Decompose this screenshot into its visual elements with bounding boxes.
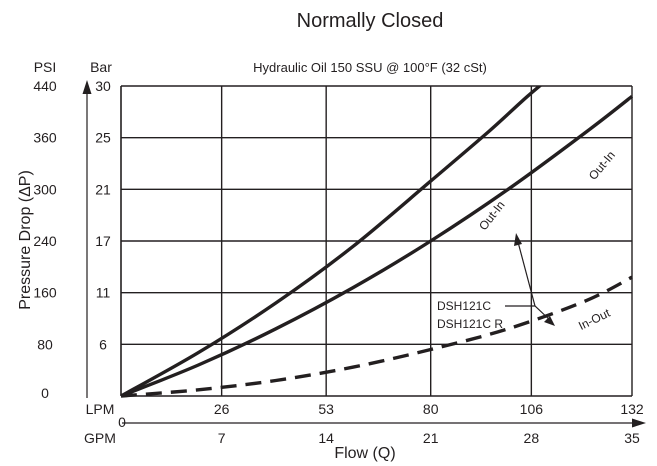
series-lines: [120, 86, 634, 398]
y-tick-psi-6: 440: [33, 78, 57, 94]
y-tick-bar-3: 17: [95, 233, 111, 249]
leader-to-solid-line: [517, 241, 536, 307]
y-unit-primary: PSI: [34, 59, 57, 75]
series-1-line: [120, 86, 543, 398]
y-unit-arrow-head: [82, 80, 92, 94]
x-tick-lpm-0: 0: [118, 414, 126, 430]
x-tick-lpm-3: 80: [423, 401, 439, 417]
y-tick-bar-5: 25: [95, 130, 111, 146]
x-tick-gpm-4: 28: [524, 430, 540, 446]
x-axis-label: Flow (Q): [334, 445, 395, 462]
leader-to-solid-arrowhead: [514, 233, 522, 246]
x-unit-secondary: GPM: [84, 430, 116, 446]
chart-title: Normally Closed: [297, 10, 444, 32]
leader-to-dashed-arrowhead: [544, 316, 555, 326]
series-3-label: In-Out: [576, 306, 613, 333]
y-tick-psi-5: 360: [33, 130, 57, 146]
y-tick-psi-0: 0: [41, 385, 49, 401]
chart-subtitle: Hydraulic Oil 150 SSU @ 100°F (32 cSt): [253, 60, 487, 75]
x-unit-primary: LPM: [86, 401, 115, 417]
y-tick-bar-1: 6: [99, 336, 107, 352]
y-tick-psi-3: 240: [33, 233, 57, 249]
axes: [82, 80, 646, 428]
series-2-label: Out-In: [586, 148, 618, 183]
annotation-model-2: DSH121C R: [437, 317, 503, 331]
y-tick-bar-4: 21: [95, 181, 111, 197]
x-tick-gpm-2: 14: [318, 430, 334, 446]
y-tick-psi-2: 160: [33, 285, 57, 301]
series-3-line: [120, 275, 633, 398]
y-tick-psi-1: 80: [37, 336, 53, 352]
x-tick-lpm-2: 53: [318, 401, 334, 417]
series-2-line: [120, 94, 634, 398]
x-tick-gpm-3: 21: [423, 430, 439, 446]
y-axis-label: Pressure Drop (ΔP): [17, 170, 34, 310]
annotation-model-1: DSH121C: [437, 299, 491, 313]
x-tick-gpm-5: 35: [624, 430, 640, 446]
y-unit-secondary: Bar: [90, 59, 112, 75]
leader-to-dashed-line: [505, 305, 553, 323]
grid: [121, 85, 633, 396]
x-unit-arrow-head: [632, 418, 646, 428]
y-tick-psi-4: 300: [33, 181, 57, 197]
y-tick-bar-6: 30: [95, 78, 111, 94]
series-1-label: Out-In: [476, 198, 508, 233]
x-tick-lpm-4: 106: [520, 401, 544, 417]
x-tick-gpm-1: 7: [218, 430, 226, 446]
x-tick-lpm-1: 26: [214, 401, 230, 417]
y-tick-bar-2: 11: [96, 285, 111, 301]
x-tick-lpm-5: 132: [620, 401, 644, 417]
